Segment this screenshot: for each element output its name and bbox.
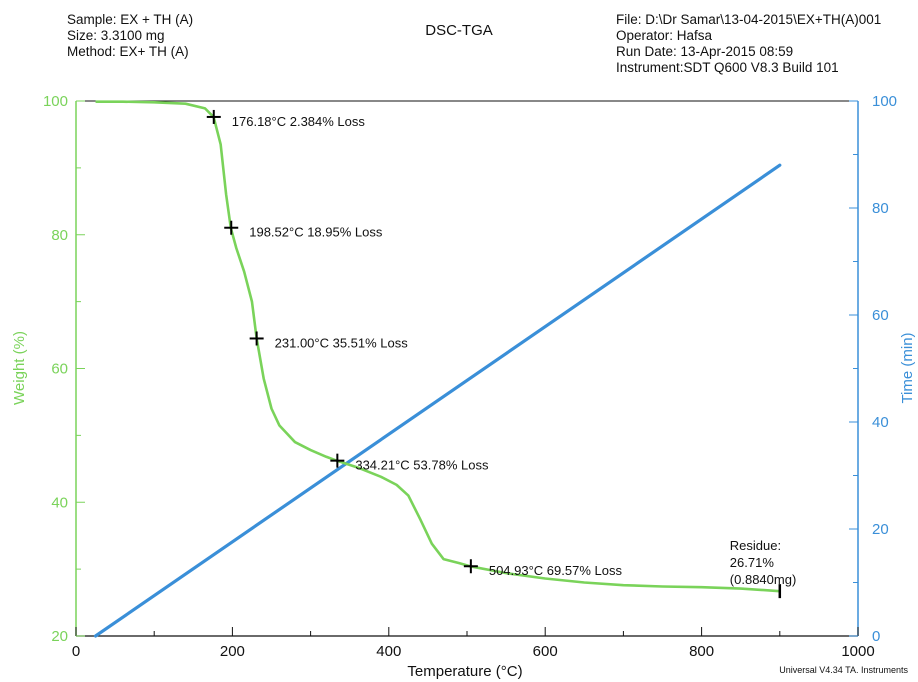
x-tick-label: 400	[376, 643, 401, 660]
y2-tick-label: 60	[872, 307, 889, 324]
sample-line: Sample: EX + TH (A)	[67, 12, 194, 27]
residue-label: Residue:	[730, 538, 781, 553]
x-axis-label: Temperature (°C)	[407, 663, 522, 680]
residue-label: 26.71%	[730, 555, 775, 570]
file-line: File: D:\Dr Samar\13-04-2015\EX+TH(A)001	[616, 12, 882, 27]
marker-label: 504.93°C 69.57% Loss	[489, 563, 623, 578]
x-tick-label: 200	[220, 643, 245, 660]
y-tick-label: 20	[51, 628, 68, 645]
run-info: File: D:\Dr Samar\13-04-2015\EX+TH(A)001…	[616, 12, 881, 76]
y2-tick-label: 100	[872, 93, 897, 110]
x-tick-label: 0	[72, 643, 80, 660]
y2-tick-label: 80	[872, 200, 889, 217]
y-tick-label: 80	[51, 227, 68, 244]
x-tick-label: 1000	[841, 643, 874, 660]
marker-label: 231.00°C 35.51% Loss	[275, 335, 409, 350]
series	[93, 100, 782, 638]
y-axis-label: Weight (%)	[11, 331, 28, 405]
y-tick-label: 60	[51, 361, 68, 378]
y2-tick-label: 0	[872, 628, 880, 645]
residue-label: (0.8840mg)	[730, 572, 796, 587]
marker-label: 176.18°C 2.384% Loss	[232, 114, 366, 129]
method-line: Method: EX+ TH (A)	[67, 44, 189, 59]
time-series-line	[93, 163, 782, 638]
run-date-line: Run Date: 13-Apr-2015 08:59	[616, 44, 794, 59]
size-line: Size: 3.3100 mg	[67, 28, 165, 43]
marker-label: 334.21°C 53.78% Loss	[355, 458, 489, 473]
sample-info: Sample: EX + TH (A) Size: 3.3100 mg Meth…	[67, 12, 193, 60]
marker-label: 198.52°C 18.95% Loss	[249, 225, 383, 240]
weight-series-line	[95, 100, 780, 593]
operator-line: Operator: Hafsa	[616, 28, 713, 43]
y2-axis-label: Time (min)	[899, 332, 916, 403]
y2-tick-label: 20	[872, 521, 889, 538]
markers: 176.18°C 2.384% Loss 198.52°C 18.95% Loss…	[206, 109, 796, 599]
instrument-line: Instrument:SDT Q600 V8.3 Build 101	[616, 60, 839, 75]
y-tick-label: 40	[51, 494, 68, 511]
y2-tick-label: 40	[872, 414, 889, 431]
y-tick-label: 100	[43, 93, 68, 110]
software-footer: Universal V4.34 TA. Instruments	[779, 665, 908, 675]
x-tick-label: 800	[689, 643, 714, 660]
chart-title: DSC-TGA	[425, 22, 493, 39]
x-tick-label: 600	[533, 643, 558, 660]
